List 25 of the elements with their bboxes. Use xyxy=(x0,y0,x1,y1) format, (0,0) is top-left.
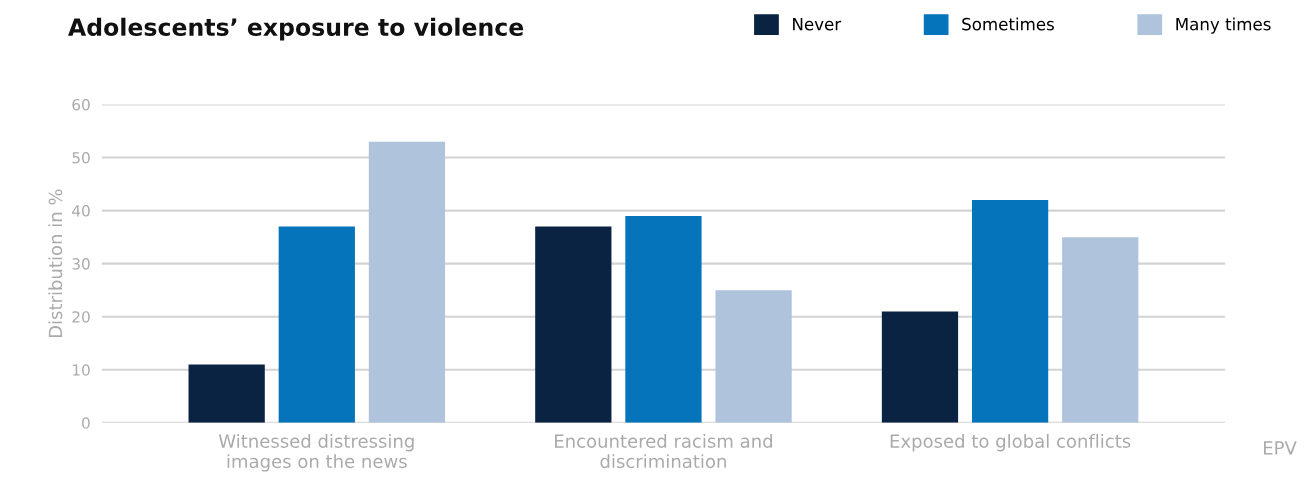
y-tick-label: 40 xyxy=(72,205,90,217)
legend-label: Many times xyxy=(1176,17,1271,34)
legend-label: Sometimes xyxy=(962,17,1054,31)
y-tick-label: 50 xyxy=(72,152,90,164)
legend-label: Never xyxy=(793,18,842,31)
bar xyxy=(368,141,446,423)
y-axis-title: Distribution in % xyxy=(48,189,63,338)
y-tick-label: 60 xyxy=(72,98,90,111)
x-tick-label: Witnessed distressing images on the news xyxy=(218,433,414,472)
bar xyxy=(715,290,792,423)
y-tick-label: 0 xyxy=(82,417,90,429)
bar xyxy=(1062,237,1139,423)
chart-title: Adolescents’ exposure to violence xyxy=(68,17,524,41)
y-tick-label: 10 xyxy=(72,364,90,376)
bar xyxy=(625,215,702,423)
bar xyxy=(188,364,265,423)
bar xyxy=(535,226,612,423)
text: EPV xyxy=(1263,441,1297,455)
bar xyxy=(278,226,355,423)
x-tick-label: Encountered racism and discrimination xyxy=(555,433,772,469)
y-tick-label: 30 xyxy=(72,258,90,270)
bar xyxy=(881,311,959,423)
bar xyxy=(971,199,1049,423)
y-tick-label: 20 xyxy=(72,311,90,323)
x-tick-label: Exposed to global conflicts xyxy=(890,433,1131,452)
